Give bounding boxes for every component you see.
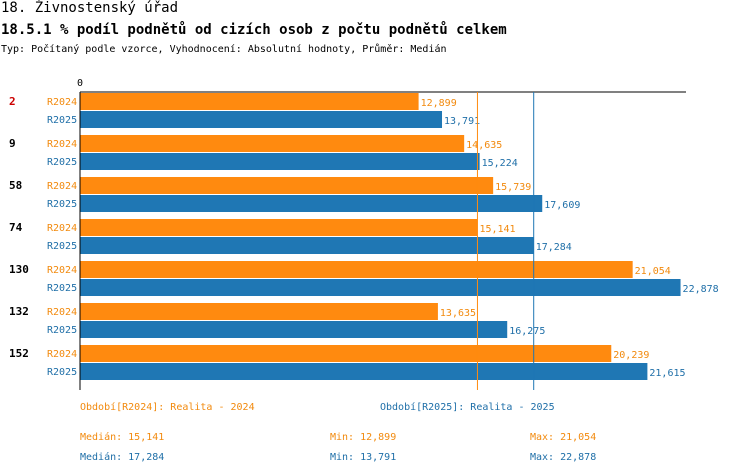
series-label: R2025 <box>47 115 77 126</box>
legend-r2024: Období[R2024]: Realita - 2024 <box>80 402 255 413</box>
legend-r2025: Období[R2025]: Realita - 2025 <box>380 402 555 413</box>
category-label: 2 <box>9 95 16 108</box>
data-label: 21,054 <box>635 266 671 277</box>
stat-min-r2025: Min: 13,791 <box>330 452 397 463</box>
bar-r2025 <box>80 195 543 212</box>
stat-max-r2024: Max: 21,054 <box>530 432 597 443</box>
series-label: R2025 <box>47 199 77 210</box>
data-label: 13,635 <box>440 308 476 319</box>
series-label: R2024 <box>47 265 77 276</box>
stat-median-r2024: Medián: 15,141 <box>80 432 165 443</box>
bar-r2025 <box>80 153 480 170</box>
bar-r2024 <box>80 261 633 278</box>
bar-r2024 <box>80 177 494 194</box>
chart-subtitle: Typ: Počítaný podle vzorce, Vyhodnocení:… <box>1 44 447 55</box>
bar-r2024 <box>80 345 612 362</box>
data-label: 20,239 <box>613 350 649 361</box>
bar-r2024 <box>80 135 465 152</box>
data-label: 22,878 <box>683 284 719 295</box>
series-label: R2025 <box>47 157 77 168</box>
page-title: 18. Živnostenský úřad <box>1 0 179 16</box>
bar-r2025 <box>80 111 443 128</box>
data-label: 17,284 <box>536 242 572 253</box>
category-label: 152 <box>9 347 29 360</box>
category-label: 58 <box>9 179 22 192</box>
data-label: 17,609 <box>544 200 580 211</box>
data-label: 21,615 <box>649 368 685 379</box>
category-label: 74 <box>9 221 23 234</box>
series-label: R2025 <box>47 325 77 336</box>
stat-max-r2025: Max: 22,878 <box>530 452 597 463</box>
series-label: R2024 <box>47 223 77 234</box>
series-label: R2024 <box>47 181 77 192</box>
data-label: 15,141 <box>479 224 515 235</box>
data-label: 14,635 <box>466 140 502 151</box>
bar-r2025 <box>80 279 681 296</box>
bar-r2024 <box>80 303 438 320</box>
series-label: R2025 <box>47 241 77 252</box>
x-axis-zero-label: 0 <box>77 78 83 89</box>
data-label: 12,899 <box>421 98 457 109</box>
category-label: 132 <box>9 305 29 318</box>
series-label: R2025 <box>47 367 77 378</box>
data-label: 15,739 <box>495 182 531 193</box>
data-label: 15,224 <box>482 158 518 169</box>
data-label: 16,275 <box>509 326 545 337</box>
chart-title: 18.5.1 % podíl podnětů od cizích osob z … <box>1 22 507 38</box>
bar-r2025 <box>80 237 534 254</box>
series-label: R2025 <box>47 283 77 294</box>
stat-median-r2025: Medián: 17,284 <box>80 452 165 463</box>
category-label: 130 <box>9 263 29 276</box>
series-label: R2024 <box>47 97 77 108</box>
series-label: R2024 <box>47 139 77 150</box>
bar-r2024 <box>80 93 419 110</box>
bar-r2024 <box>80 219 478 236</box>
data-label: 13,791 <box>444 116 480 127</box>
series-label: R2024 <box>47 349 77 360</box>
bar-r2025 <box>80 321 508 338</box>
category-label: 9 <box>9 137 16 150</box>
stat-min-r2024: Min: 12,899 <box>330 432 397 443</box>
series-label: R2024 <box>47 307 77 318</box>
bar-r2025 <box>80 363 648 380</box>
